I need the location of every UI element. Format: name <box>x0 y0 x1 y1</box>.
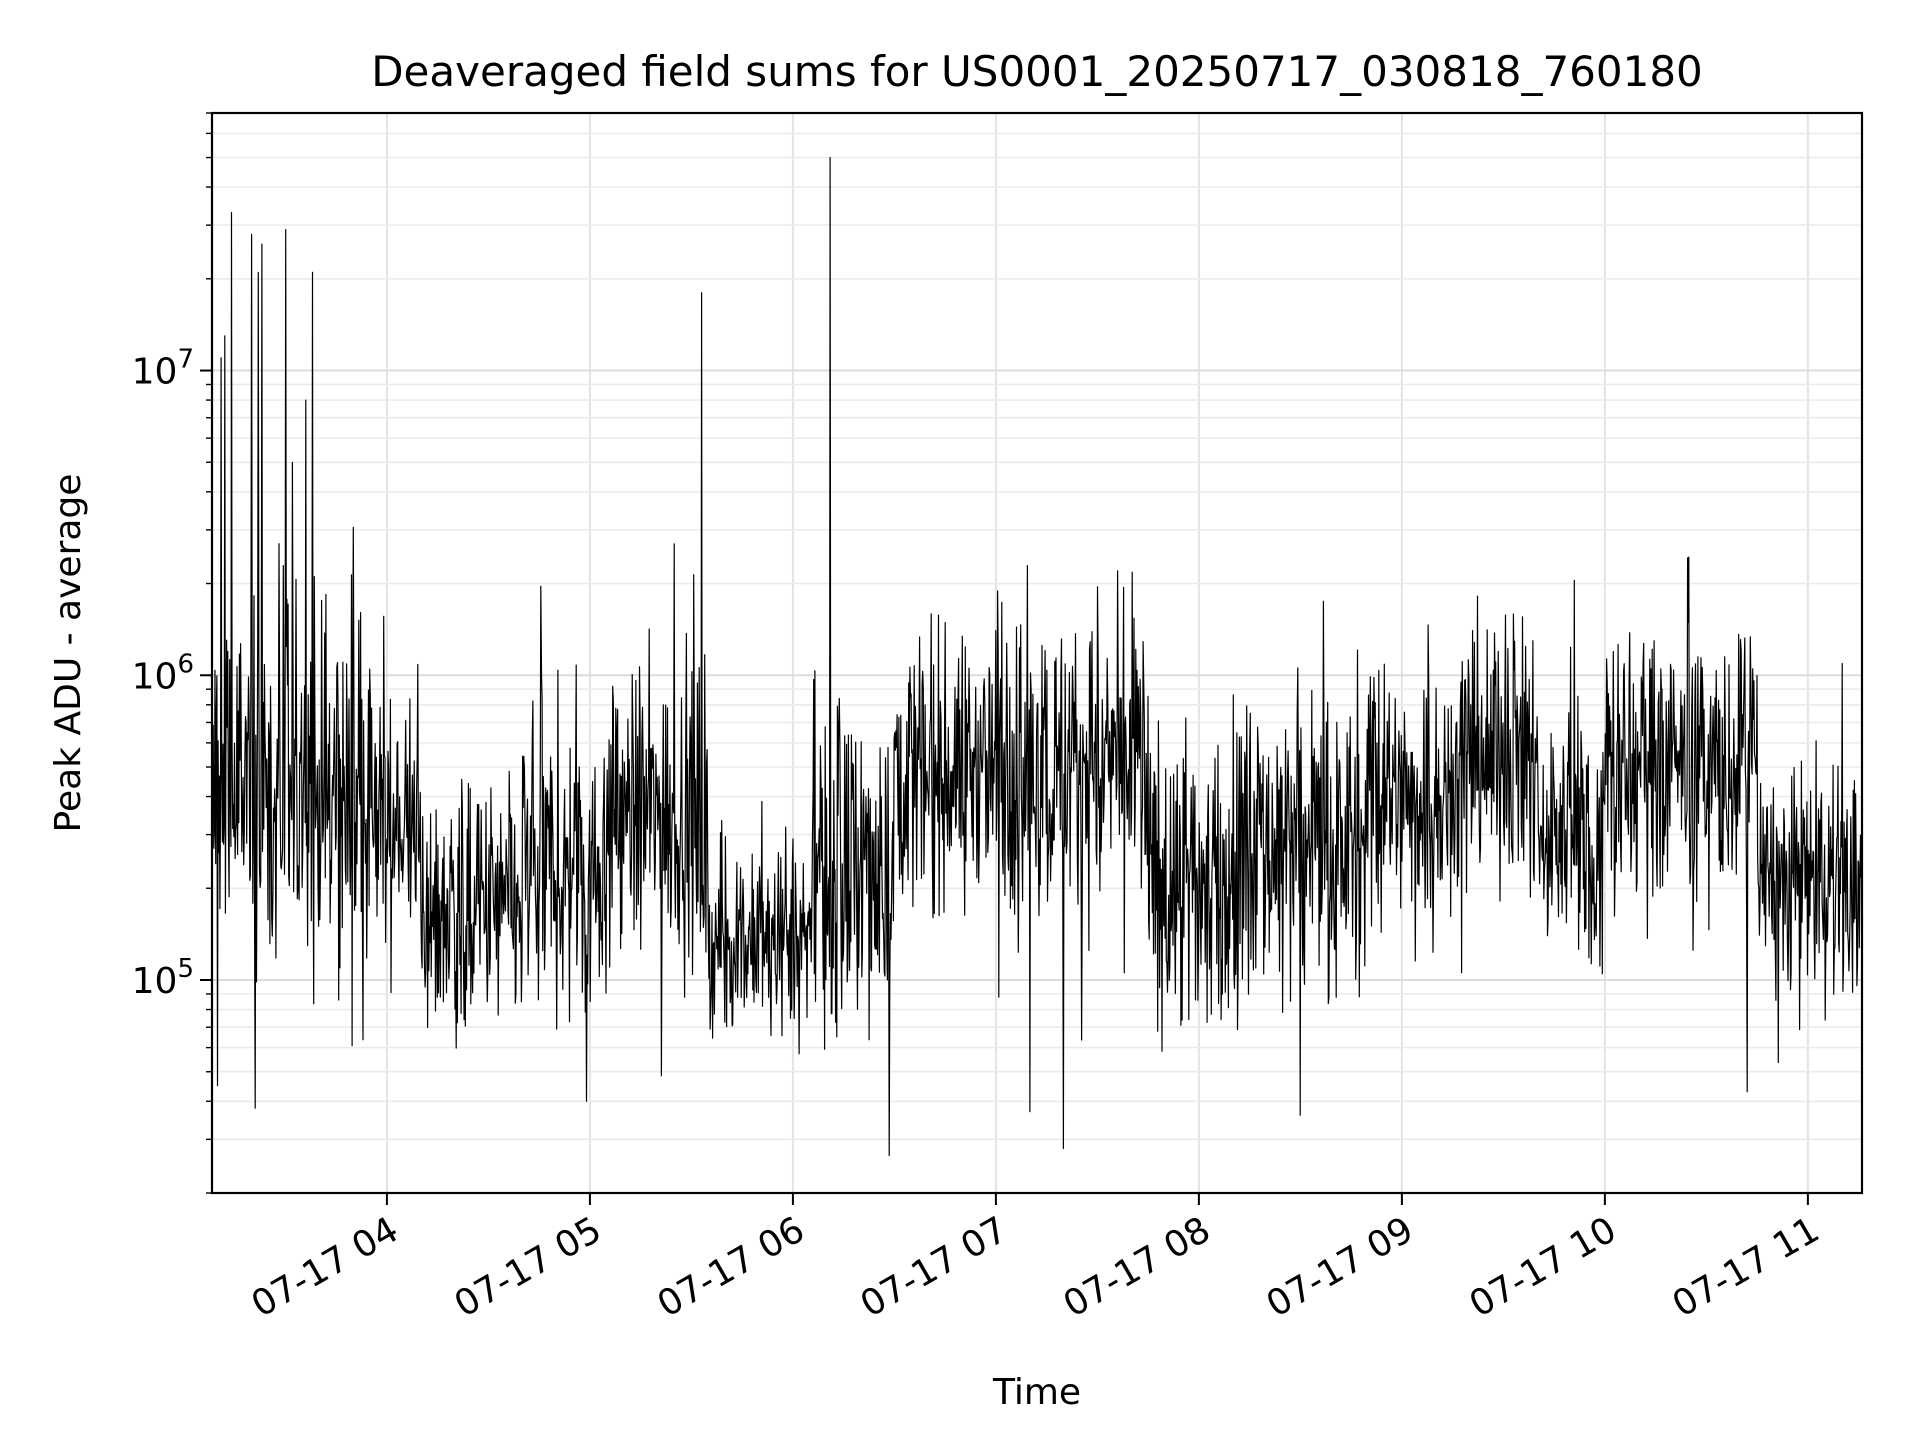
grid <box>212 112 1862 1194</box>
y-axis-label: Peak ADU - average <box>48 474 89 833</box>
x-tick-label: 07-17 10 <box>1463 1209 1624 1325</box>
x-tick-label: 07-17 04 <box>245 1209 406 1325</box>
y-tick-label: 106 <box>132 649 194 697</box>
x-tick-label: 07-17 09 <box>1260 1209 1421 1325</box>
x-axis-label: Time <box>992 1372 1081 1413</box>
y-axis-ticks: 105 106 107 <box>132 112 212 1194</box>
y-tick-label: 105 <box>132 954 194 1002</box>
chart-title: Deaveraged field sums for US0001_2025071… <box>371 47 1703 96</box>
series-line <box>211 156 1863 1157</box>
y-tick-label: 107 <box>132 345 194 393</box>
x-tick-label: 07-17 07 <box>854 1209 1015 1325</box>
x-tick-label: 07-17 05 <box>448 1209 609 1325</box>
x-tick-label: 07-17 11 <box>1666 1209 1827 1325</box>
x-axis-ticks: 07-17 04 07-17 05 07-17 06 07-17 07 07-17 08… <box>245 1193 1827 1326</box>
plot-frame <box>210 111 1864 1195</box>
x-tick-label: 07-17 08 <box>1057 1209 1218 1325</box>
x-tick-label: 07-17 06 <box>651 1209 812 1325</box>
